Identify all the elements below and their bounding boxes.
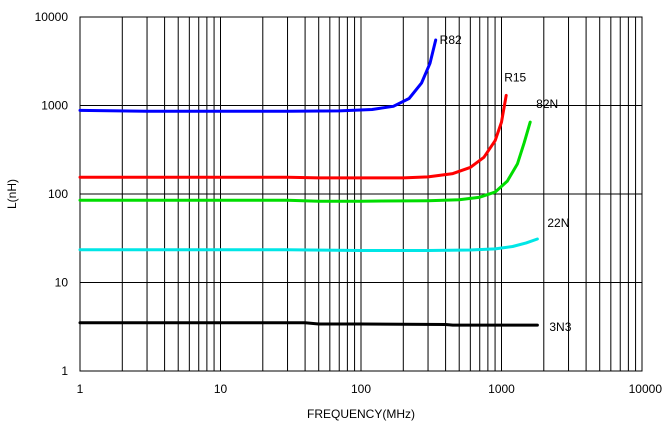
series-line-82n [78,120,532,203]
series-layer [78,38,539,327]
y-tick-label: 1 [61,364,68,378]
plot-grid [80,17,642,371]
series-line-22n [78,237,539,252]
series-label-r82: R82 [440,33,462,47]
y-tick-label: 1000 [41,99,68,113]
x-tick-label: 10000 [629,382,663,396]
plot-frame [79,16,643,372]
series-label-3n3: 3N3 [549,320,571,334]
series-labels: R82 R15 82N 22N 3N3 [440,33,572,334]
series-line-r15 [78,93,508,180]
y-tick-label: 10 [55,276,69,290]
series-label-82n: 82N [536,97,558,111]
y-tick-label: 100 [48,187,68,201]
x-tick-label: 1000 [488,382,515,396]
series-line-r82 [78,38,438,113]
y-tick-label: 10000 [35,10,69,24]
series-label-r15: R15 [504,70,526,84]
x-tick-label: 10 [214,382,228,396]
y-tick-labels: 1 10 100 1000 10000 [35,10,69,378]
y-axis-title: L(nH) [5,179,19,209]
x-axis-title: FREQUENCY(MHz) [307,407,415,421]
series-line-3n3 [78,321,539,327]
x-tick-labels: 1 10 100 1000 10000 [77,382,663,396]
x-tick-label: 100 [351,382,371,396]
x-tick-label: 1 [77,382,84,396]
series-label-22n: 22N [547,216,569,230]
